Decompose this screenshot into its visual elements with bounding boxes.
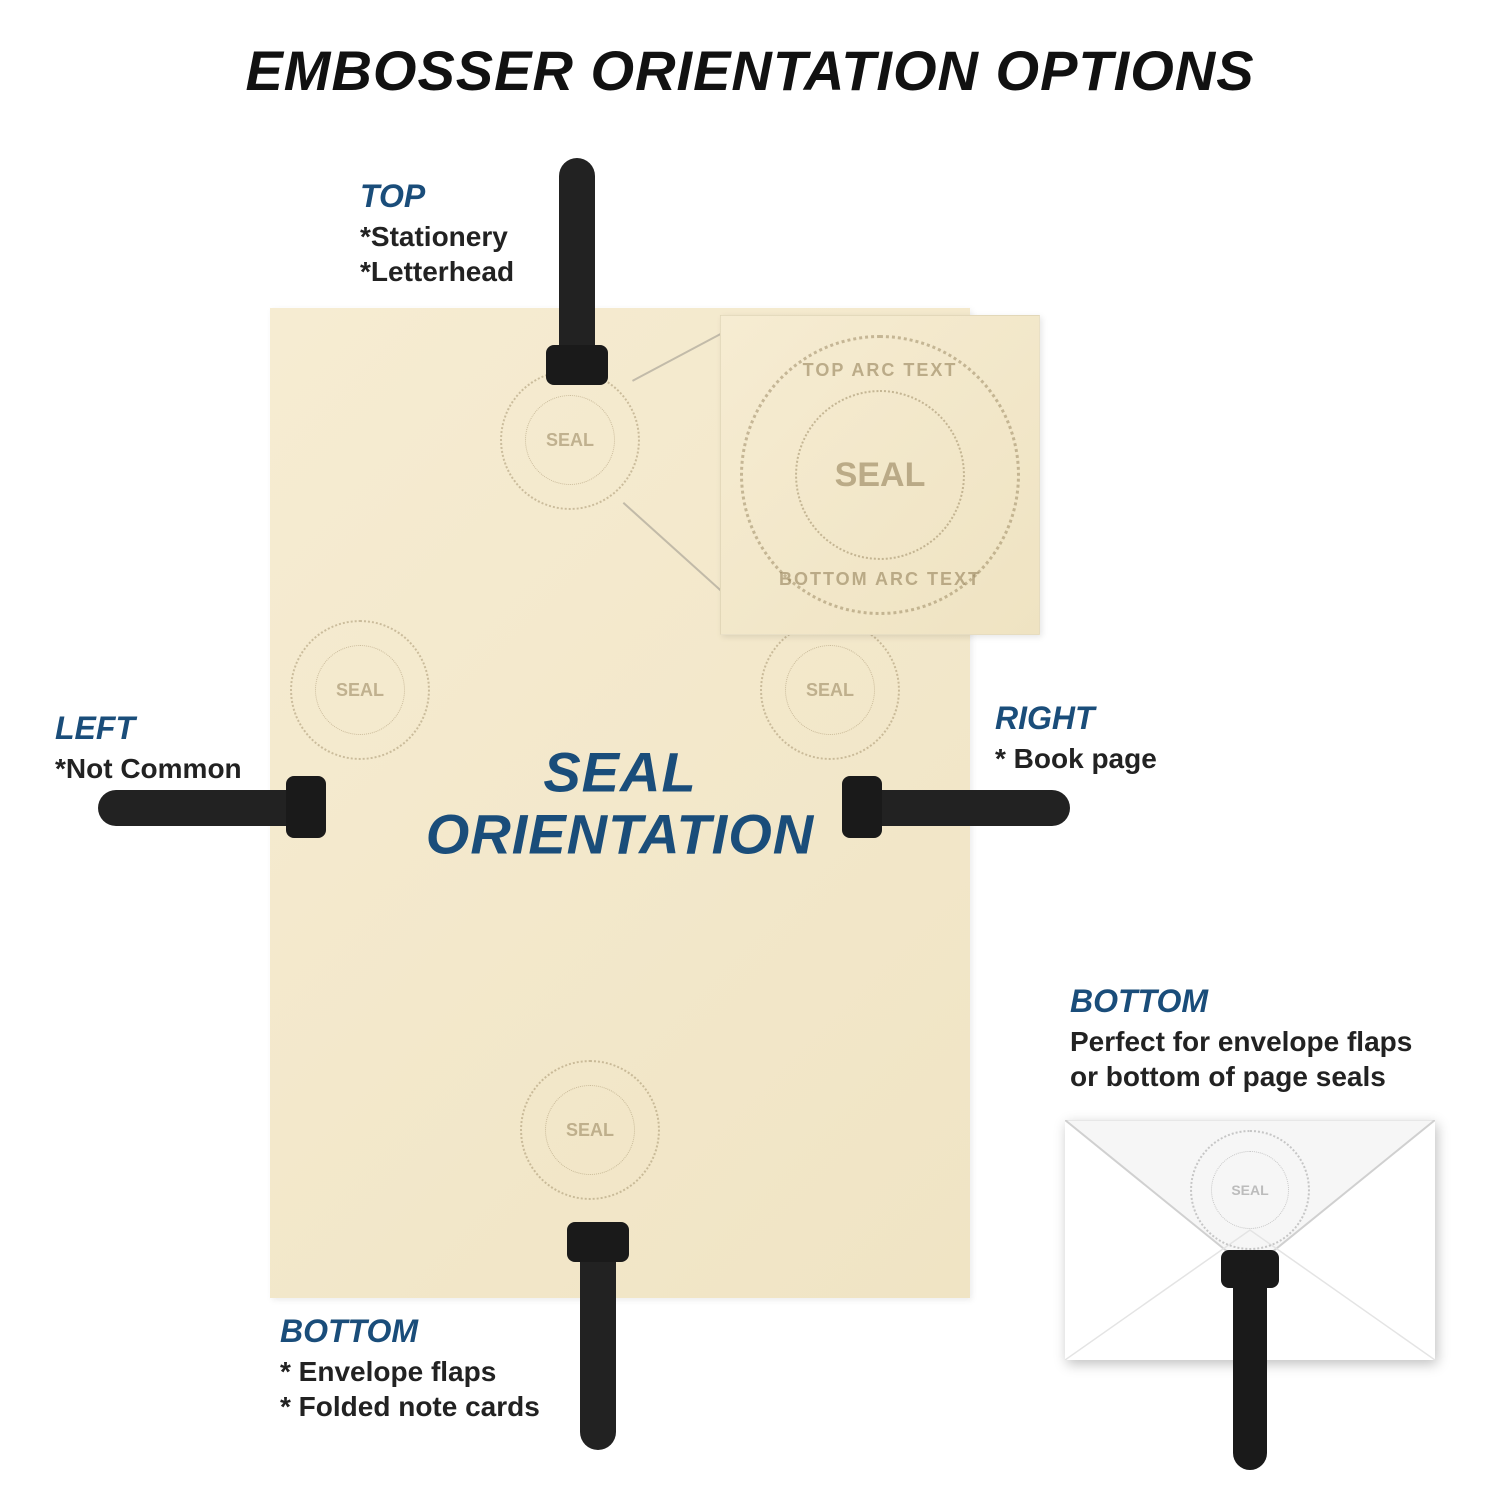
seal-impression-left: SEAL [290, 620, 430, 760]
seal-impression-bottom: SEAL [520, 1060, 660, 1200]
label-line: *Letterhead [360, 254, 514, 289]
center-line-1: SEAL [426, 741, 814, 803]
label-title: LEFT [55, 710, 242, 747]
embosser-base [842, 776, 882, 838]
embosser-tool-top [559, 158, 595, 368]
label-line: *Not Common [55, 751, 242, 786]
embosser-base [286, 776, 326, 838]
seal-impression-top: SEAL [500, 370, 640, 510]
label-title: RIGHT [995, 700, 1157, 737]
page-title: EMBOSSER ORIENTATION OPTIONS [0, 38, 1500, 103]
envelope-seal-impression: SEAL [1190, 1130, 1310, 1250]
label-right: RIGHT * Book page [995, 700, 1157, 776]
envelope: SEAL [1065, 1120, 1435, 1360]
label-bottom-detail: BOTTOM Perfect for envelope flaps or bot… [1070, 983, 1412, 1094]
seal-word: SEAL [545, 1085, 635, 1175]
label-left: LEFT *Not Common [55, 710, 242, 786]
seal-word: SEAL [525, 395, 615, 485]
label-line: or bottom of page seals [1070, 1059, 1412, 1094]
seal-word: SEAL [315, 645, 405, 735]
embosser-base [546, 345, 608, 385]
label-title: BOTTOM [280, 1313, 540, 1350]
center-line-2: ORIENTATION [426, 803, 814, 865]
label-line: *Stationery [360, 219, 514, 254]
label-lines: *Not Common [55, 751, 242, 786]
label-bottom: BOTTOM * Envelope flaps * Folded note ca… [280, 1313, 540, 1424]
embosser-tool-left [98, 790, 308, 826]
label-line: Perfect for envelope flaps [1070, 1024, 1412, 1059]
label-lines: Perfect for envelope flaps or bottom of … [1070, 1024, 1412, 1094]
embosser-tool-envelope [1233, 1270, 1267, 1470]
label-top: TOP *Stationery *Letterhead [360, 178, 514, 289]
label-line: * Folded note cards [280, 1389, 540, 1424]
seal-impression-right: SEAL [760, 620, 900, 760]
seal-bottom-arc-text: BOTTOM ARC TEXT [743, 569, 1017, 590]
label-title: BOTTOM [1070, 983, 1412, 1020]
label-line: * Envelope flaps [280, 1354, 540, 1389]
label-line: * Book page [995, 741, 1157, 776]
label-title: TOP [360, 178, 514, 215]
embosser-base [567, 1222, 629, 1262]
label-lines: *Stationery *Letterhead [360, 219, 514, 289]
label-lines: * Envelope flaps * Folded note cards [280, 1354, 540, 1424]
paper-center-caption: SEAL ORIENTATION [426, 741, 814, 864]
seal-word: SEAL [1211, 1151, 1289, 1229]
label-lines: * Book page [995, 741, 1157, 776]
magnified-seal-outer: TOP ARC TEXT SEAL BOTTOM ARC TEXT [740, 335, 1020, 615]
embosser-tool-right [860, 790, 1070, 826]
magnified-seal-panel: TOP ARC TEXT SEAL BOTTOM ARC TEXT [720, 315, 1040, 635]
embosser-tool-bottom [580, 1240, 616, 1450]
seal-top-arc-text: TOP ARC TEXT [743, 360, 1017, 381]
magnified-seal-word: SEAL [795, 390, 965, 560]
seal-word: SEAL [785, 645, 875, 735]
